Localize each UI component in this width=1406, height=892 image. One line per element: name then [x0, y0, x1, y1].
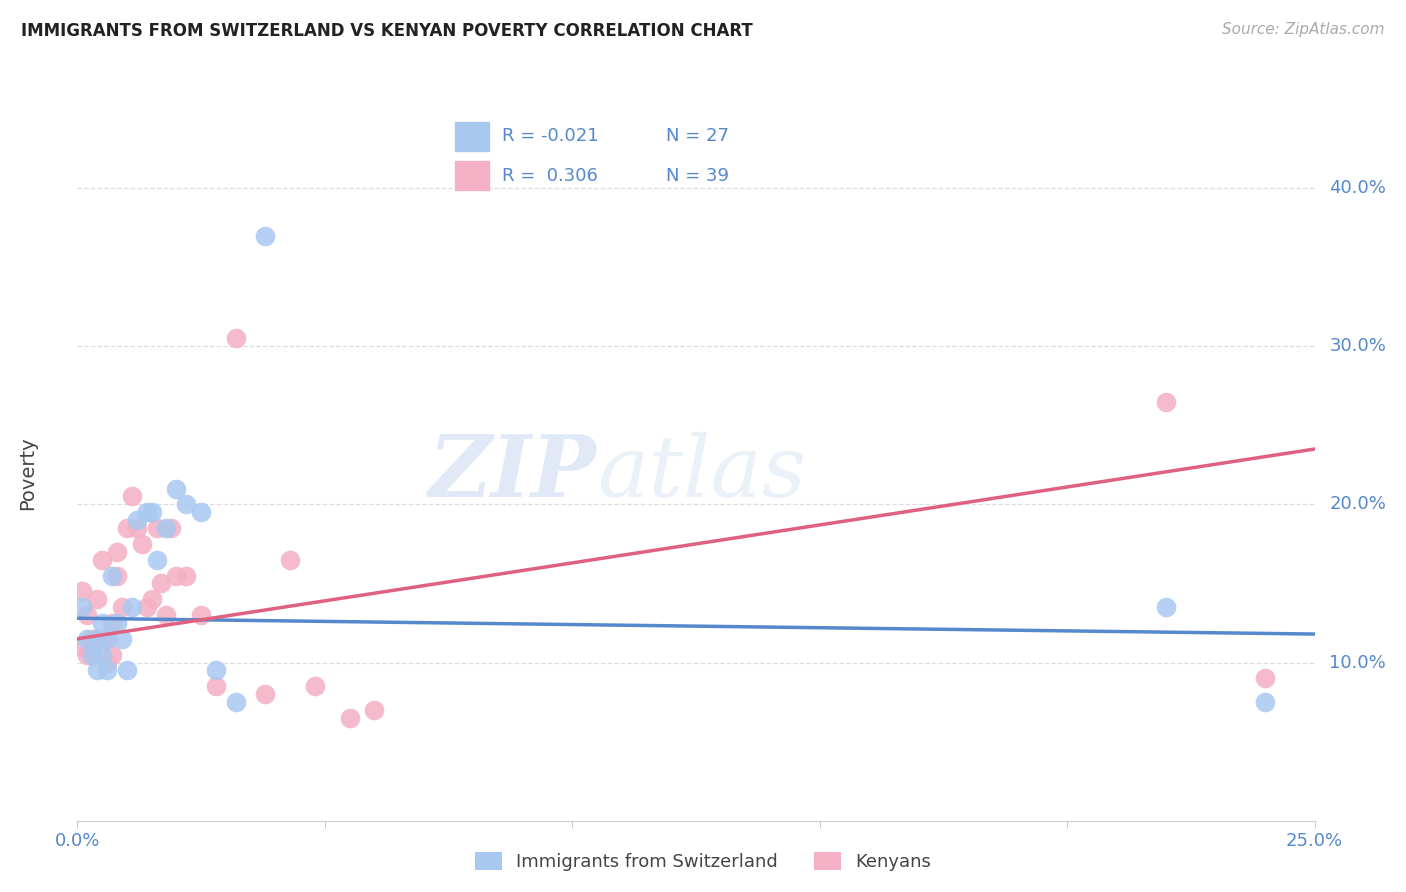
Point	[82, 648, 104, 662]
Point	[115, 664, 138, 678]
Point	[225, 331, 247, 345]
Point	[225, 695, 247, 709]
Bar	[456, 122, 489, 151]
Point	[91, 648, 114, 662]
Point	[91, 552, 114, 567]
Point	[278, 552, 301, 567]
Point	[125, 513, 148, 527]
Point	[135, 600, 157, 615]
Point	[105, 615, 128, 630]
Point	[1154, 394, 1177, 409]
Text: IMMIGRANTS FROM SWITZERLAND VS KENYAN POVERTY CORRELATION CHART: IMMIGRANTS FROM SWITZERLAND VS KENYAN PO…	[21, 22, 752, 40]
Point	[145, 521, 167, 535]
Point	[1154, 600, 1177, 615]
Point	[254, 228, 277, 243]
Point	[101, 648, 124, 662]
Point	[101, 615, 124, 630]
Point	[72, 584, 94, 599]
Point	[105, 545, 128, 559]
Point	[101, 568, 124, 582]
Point	[155, 608, 177, 623]
Point	[121, 600, 143, 615]
Text: 20.0%: 20.0%	[1330, 495, 1386, 514]
Point	[76, 608, 98, 623]
Point	[165, 482, 187, 496]
Point	[96, 656, 118, 670]
Point	[125, 521, 148, 535]
Point	[86, 592, 108, 607]
Point	[86, 664, 108, 678]
Text: N = 39: N = 39	[665, 167, 728, 185]
Point	[91, 632, 114, 646]
Point	[141, 505, 163, 519]
Text: Source: ZipAtlas.com: Source: ZipAtlas.com	[1222, 22, 1385, 37]
Point	[72, 600, 94, 615]
Point	[76, 648, 98, 662]
Point	[111, 600, 134, 615]
Point	[304, 679, 326, 693]
Point	[135, 505, 157, 519]
Point	[86, 632, 108, 646]
Point	[254, 687, 277, 701]
Text: atlas: atlas	[598, 432, 806, 514]
Point	[111, 632, 134, 646]
Text: 10.0%: 10.0%	[1330, 654, 1386, 672]
Point	[141, 592, 163, 607]
Text: ZIP: ZIP	[429, 431, 598, 515]
Point	[363, 703, 385, 717]
Point	[86, 632, 108, 646]
Point	[96, 632, 118, 646]
Legend: Immigrants from Switzerland, Kenyans: Immigrants from Switzerland, Kenyans	[467, 845, 939, 879]
Point	[76, 632, 98, 646]
Point	[190, 505, 212, 519]
Point	[205, 679, 228, 693]
Point	[72, 640, 94, 654]
Point	[1254, 695, 1277, 709]
Point	[121, 490, 143, 504]
Text: N = 27: N = 27	[665, 128, 728, 145]
Point	[115, 521, 138, 535]
Point	[174, 497, 197, 511]
Text: Poverty: Poverty	[18, 436, 38, 509]
Point	[96, 664, 118, 678]
Point	[339, 711, 361, 725]
Point	[165, 568, 187, 582]
Point	[105, 568, 128, 582]
Point	[145, 552, 167, 567]
Text: 40.0%: 40.0%	[1330, 179, 1386, 197]
Point	[131, 537, 153, 551]
Point	[1254, 671, 1277, 685]
Bar	[456, 161, 489, 190]
Point	[150, 576, 173, 591]
Point	[160, 521, 183, 535]
Point	[82, 648, 104, 662]
Point	[155, 521, 177, 535]
Point	[91, 615, 114, 630]
Text: 30.0%: 30.0%	[1330, 337, 1386, 355]
Point	[96, 632, 118, 646]
Text: R = -0.021: R = -0.021	[502, 128, 599, 145]
Text: R =  0.306: R = 0.306	[502, 167, 598, 185]
Point	[174, 568, 197, 582]
Point	[205, 664, 228, 678]
Point	[190, 608, 212, 623]
Point	[82, 632, 104, 646]
